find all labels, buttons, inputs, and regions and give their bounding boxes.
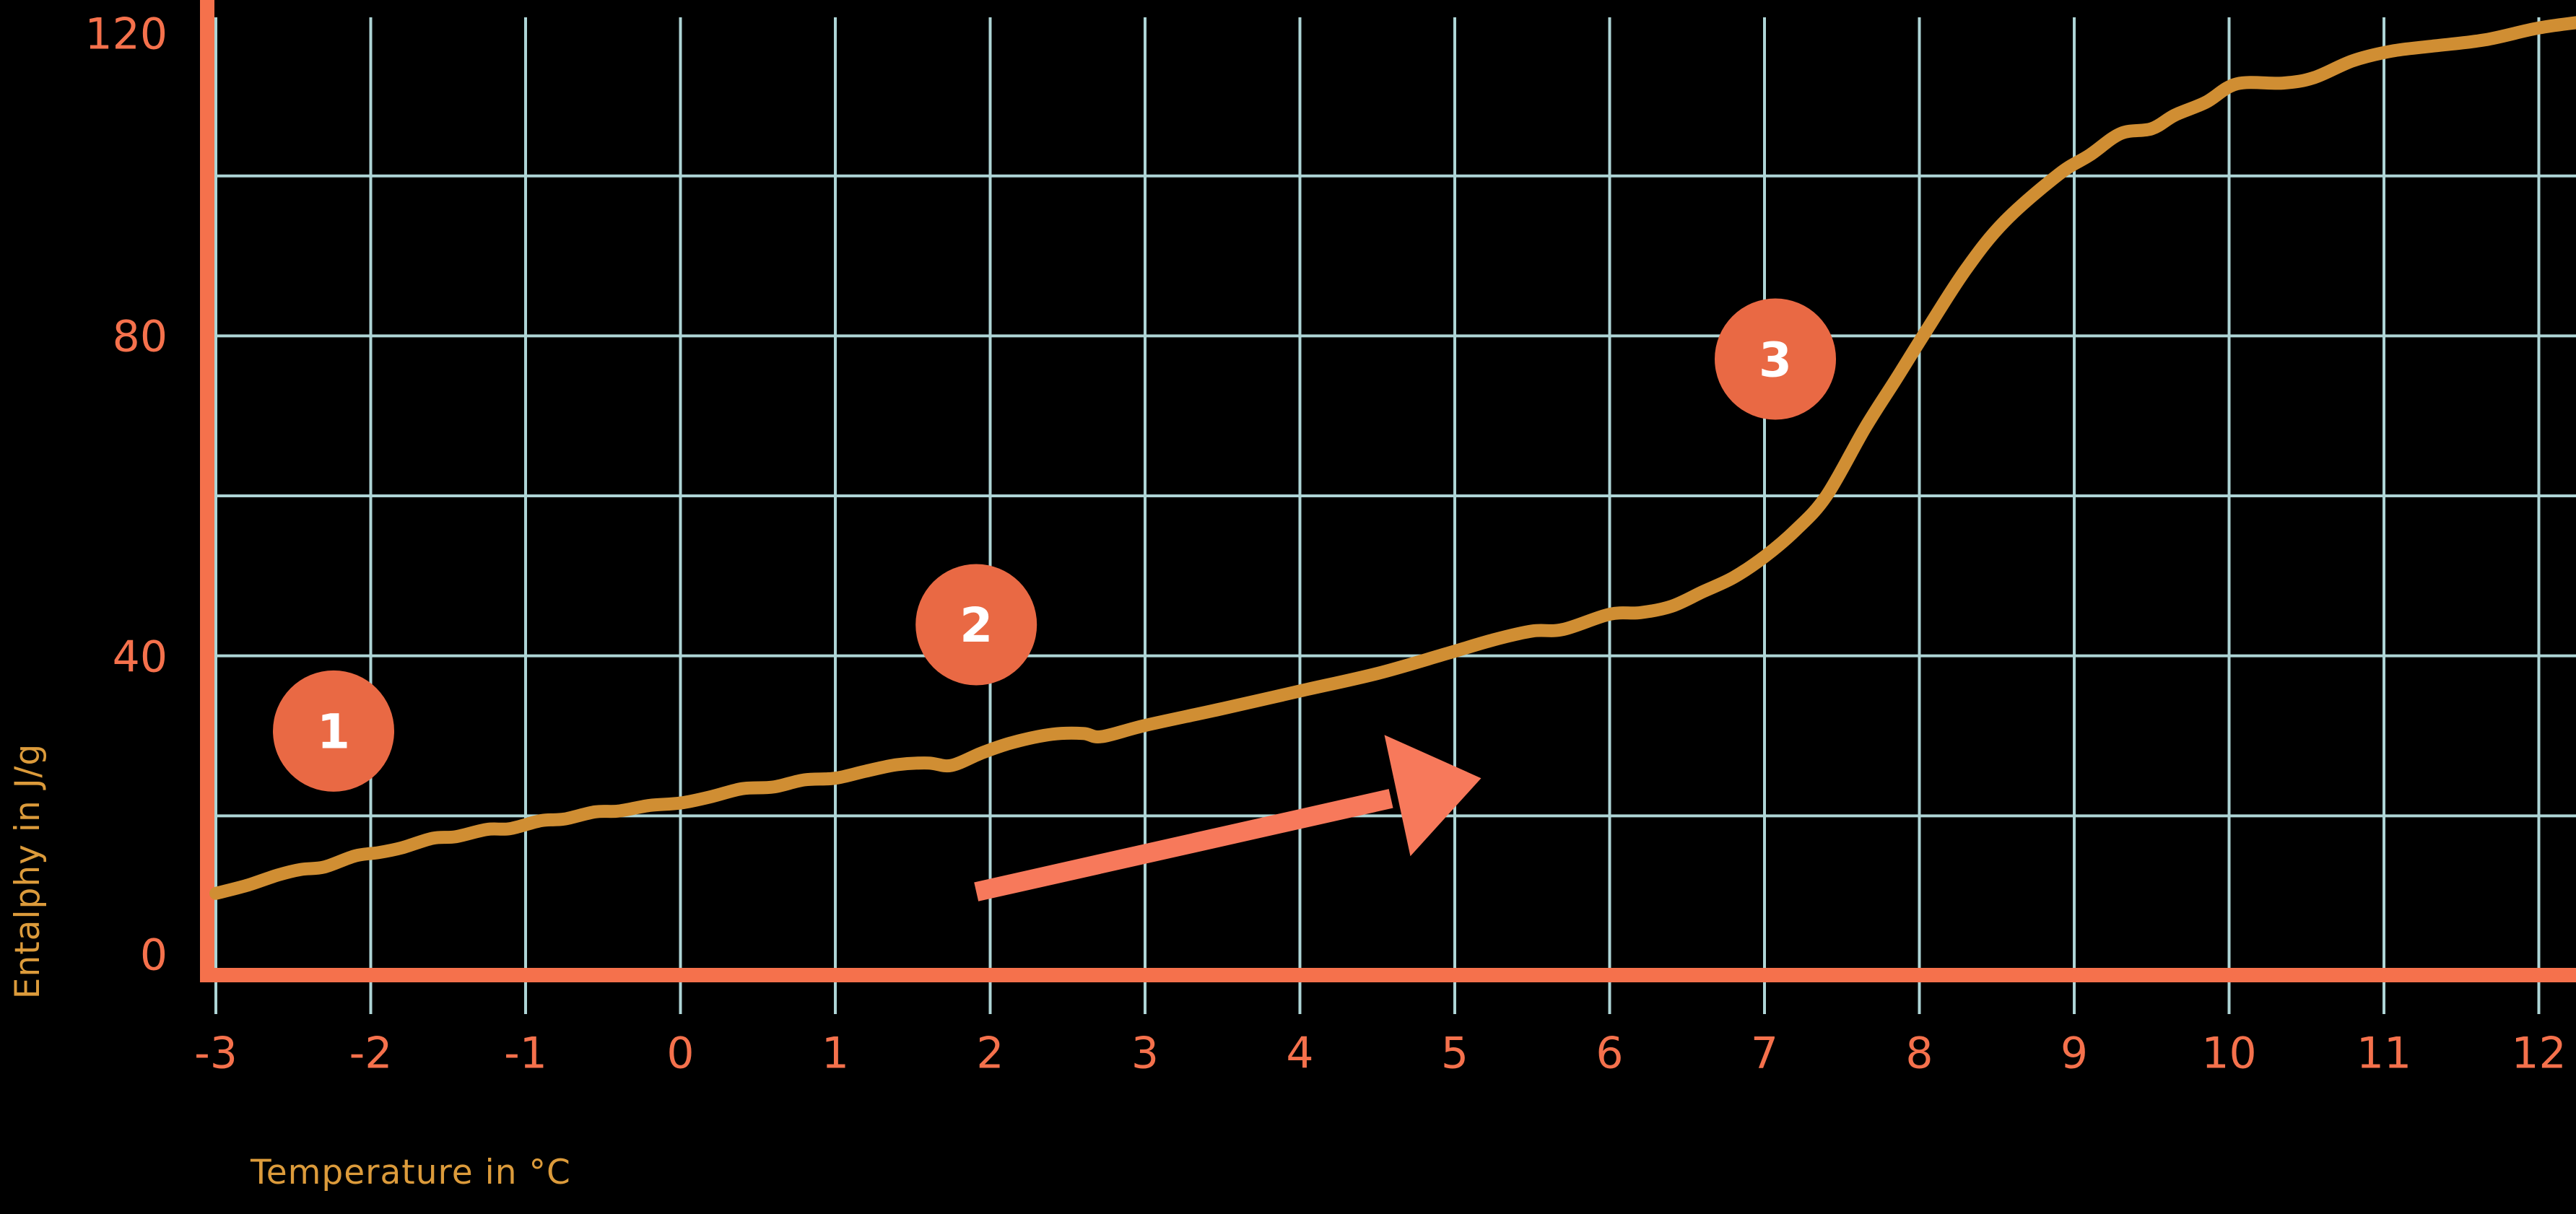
y-tick-label: 120 xyxy=(84,9,167,60)
marker-number: 3 xyxy=(1759,332,1792,388)
x-tick-label: 8 xyxy=(1905,1029,1933,1079)
marker-number: 2 xyxy=(960,598,993,653)
curve-layer xyxy=(209,16,2576,900)
y-tick-label: 40 xyxy=(113,632,167,683)
x-tick-label: 7 xyxy=(1751,1029,1778,1079)
step-markers-layer: 1 2 3 xyxy=(273,298,1837,792)
x-tick-label: 0 xyxy=(666,1029,694,1079)
y-tick-label: 80 xyxy=(113,312,167,362)
trend-arrow-layer xyxy=(974,735,1481,901)
arrow-shaft xyxy=(974,789,1393,901)
x-tick-label: 5 xyxy=(1441,1029,1468,1079)
marker-circle xyxy=(915,564,1037,686)
x-tick-label: 11 xyxy=(2357,1029,2411,1079)
x-tick-label: 6 xyxy=(1596,1029,1623,1079)
marker-circle xyxy=(1715,298,1837,420)
x-tick-label: -1 xyxy=(504,1029,547,1079)
step-marker-2: 2 xyxy=(915,564,1037,686)
x-tick-label: -3 xyxy=(194,1029,238,1079)
x-axis-title: Temperature in °C xyxy=(250,1153,571,1192)
x-tick-label: 12 xyxy=(2511,1029,2566,1079)
gridlines-layer xyxy=(214,17,2576,1014)
y-axis-bar xyxy=(200,0,214,982)
axes-layer xyxy=(200,0,2576,982)
x-tick-label: 2 xyxy=(976,1029,1004,1079)
enthalpy-curve xyxy=(209,16,2576,900)
step-marker-3: 3 xyxy=(1715,298,1837,420)
x-tick-label: -2 xyxy=(349,1029,393,1079)
x-tick-label: 4 xyxy=(1286,1029,1313,1079)
x-tick-label: 9 xyxy=(2061,1029,2088,1079)
marker-number: 1 xyxy=(317,704,350,760)
arrow-head xyxy=(1384,735,1481,857)
x-tick-label: 1 xyxy=(822,1029,849,1079)
x-tick-label: 3 xyxy=(1131,1029,1159,1079)
x-axis-bar xyxy=(200,968,2576,982)
marker-circle xyxy=(273,670,395,792)
x-tick-label: 10 xyxy=(2201,1029,2256,1079)
step-marker-1: 1 xyxy=(273,670,395,792)
y-tick-label: 0 xyxy=(140,930,167,981)
y-axis-title: Entalphy in J/g xyxy=(8,743,48,999)
